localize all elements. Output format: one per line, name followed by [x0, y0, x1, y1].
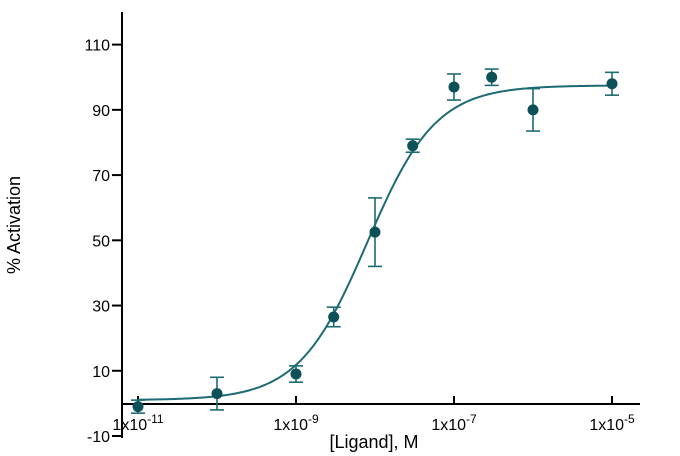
axes: [121, 12, 640, 438]
x-ticks: 1x10-11 1x10-9 1x10-7 1x10-5: [112, 396, 635, 434]
data-point: [328, 311, 340, 323]
data-point: [606, 78, 618, 90]
y-tick-label: 10: [92, 364, 110, 381]
data-point: [369, 226, 381, 238]
data-point: [132, 401, 144, 413]
y-tick-label: 110: [84, 38, 110, 55]
y-tick-label: 50: [92, 233, 110, 250]
y-tick-label: 30: [92, 299, 110, 316]
data-point: [486, 71, 498, 83]
y-tick-label: 70: [92, 168, 110, 185]
data-point: [290, 368, 302, 380]
error-bars: [131, 68, 619, 414]
x-tick-label: 1x10-7: [431, 412, 477, 434]
data-point: [448, 81, 460, 93]
y-ticks: -10 10 30 50 70 90 110: [84, 38, 122, 446]
y-tick-label: -10: [87, 429, 110, 446]
x-tick-label: 1x10-5: [589, 412, 635, 434]
x-axis-title: [Ligand], M: [329, 432, 418, 452]
data-point: [211, 388, 223, 400]
data-point: [527, 104, 539, 116]
x-tick-label: 1x10-9: [273, 412, 319, 434]
data-point: [407, 140, 419, 152]
x-tick-label: 1x10-11: [112, 412, 163, 434]
y-tick-label: 90: [92, 103, 110, 120]
y-axis-title: % Activation: [4, 176, 24, 274]
data-points: [132, 71, 618, 413]
